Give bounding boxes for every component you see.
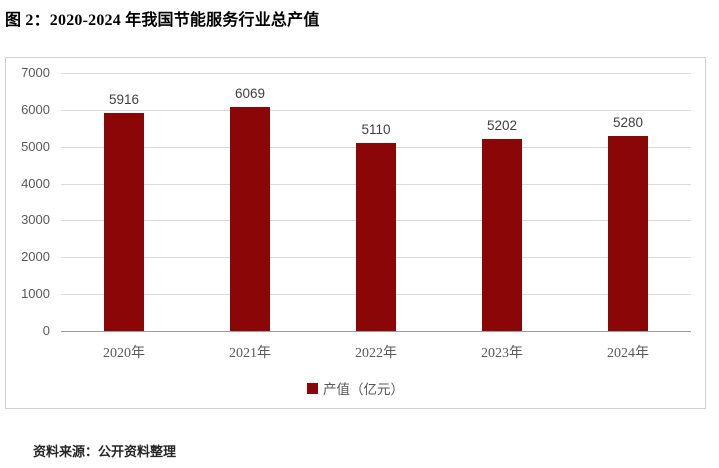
chart-legend: 产值（亿元） [6,378,705,398]
y-axis-tick-label: 3000 [21,212,50,227]
gridline [61,73,691,74]
bar [608,136,648,331]
x-axis-tick-label: 2023年 [481,346,523,361]
x-axis-tick-label: 2024年 [607,346,649,361]
y-axis-tick-label: 4000 [21,176,50,191]
bar-value-label: 5916 [108,92,140,107]
y-axis-tick-label: 6000 [21,102,50,117]
y-axis-tick-label: 7000 [21,65,50,80]
bar-value-label: 5110 [361,122,391,137]
data-source-note: 资料来源：公开资料整理 [33,444,177,459]
legend-label: 产值（亿元） [323,382,404,397]
x-axis-line [61,331,691,332]
bar-chart: 0 1000 2000 3000 4000 5000 6000 7000 5916 2020年 60… [5,57,706,409]
y-axis-tick-label: 0 [42,323,50,338]
figure-title: 图 2：2020-2024 年我国节能服务行业总产值 [5,12,320,29]
bar [356,143,396,331]
gridline [61,110,691,111]
y-axis-tick-label: 2000 [21,249,50,264]
bar-value-label: 5202 [486,118,518,133]
bar [482,139,522,331]
x-axis-tick-label: 2022年 [355,346,397,361]
bar [104,113,144,331]
y-axis-tick-label: 1000 [21,286,50,301]
bar-value-label: 6069 [234,86,266,101]
legend-swatch-icon [307,382,318,394]
x-axis-tick-label: 2020年 [103,346,145,361]
bar-value-label: 5280 [612,115,644,130]
x-axis-tick-label: 2021年 [229,346,271,361]
bar [230,107,270,331]
y-axis-tick-label: 5000 [21,139,50,154]
